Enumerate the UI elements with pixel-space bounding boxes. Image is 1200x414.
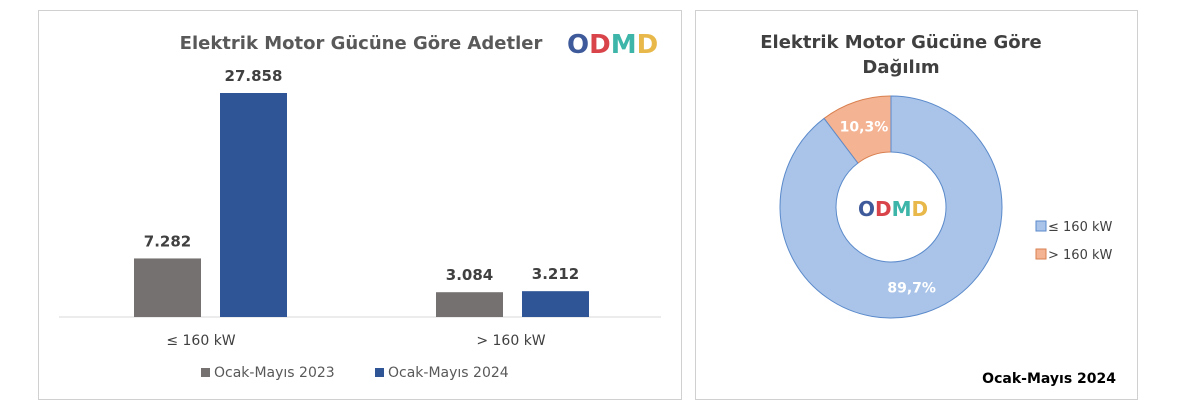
odmd-logo: ODMD xyxy=(858,197,928,221)
donut-title-line2: Dağılım xyxy=(862,57,939,78)
slice-label: 89,7% xyxy=(887,280,936,296)
legend-swatch-2023 xyxy=(201,368,210,377)
legend-label-2024: Ocak-Mayıs 2024 xyxy=(388,365,509,381)
logo-letter: D xyxy=(912,197,929,221)
bar-chart: Elektrik Motor Gücüne Göre Adetler ODMD … xyxy=(59,30,661,381)
legend-label-gt160: > 160 kW xyxy=(1048,248,1112,263)
legend-label-le160: ≤ 160 kW xyxy=(1048,220,1112,235)
category-label: > 160 kW xyxy=(476,333,545,349)
slice-label: 10,3% xyxy=(840,119,889,135)
bar-chart-title: Elektrik Motor Gücüne Göre Adetler xyxy=(180,33,543,54)
logo-letter: D xyxy=(589,30,611,60)
bar xyxy=(220,93,287,317)
logo-letter: D xyxy=(637,30,659,60)
logo-letter: O xyxy=(858,197,875,221)
donut-subtitle: Ocak-Mayıs 2024 xyxy=(982,371,1116,387)
data-label: 3.084 xyxy=(446,266,493,284)
donut-title-line1: Elektrik Motor Gücüne Göre xyxy=(760,32,1042,53)
logo-letter: D xyxy=(875,197,892,221)
legend-label-2023: Ocak-Mayıs 2023 xyxy=(214,365,335,381)
legend-swatch-2024 xyxy=(375,368,384,377)
donut-chart-panel: Elektrik Motor Gücüne Göre Dağılım 10,3%… xyxy=(695,10,1138,400)
category-label: ≤ 160 kW xyxy=(166,333,235,349)
bar xyxy=(436,292,503,317)
donut-slice xyxy=(779,95,1003,319)
bar-chart-panel: Elektrik Motor Gücüne Göre Adetler ODMD … xyxy=(38,10,682,400)
logo-letter: O xyxy=(567,30,589,60)
data-label: 7.282 xyxy=(144,232,191,250)
data-label: 3.212 xyxy=(532,265,579,283)
bar xyxy=(522,291,589,317)
logo-text: ODMD xyxy=(858,197,928,221)
legend-swatch-gt160 xyxy=(1035,248,1047,260)
logo-letter: M xyxy=(892,197,912,221)
logo-text: ODMD xyxy=(567,30,658,60)
data-label: 27.858 xyxy=(225,67,283,85)
bar xyxy=(134,258,201,317)
logo-letter: M xyxy=(611,30,637,60)
odmd-logo: ODMD xyxy=(567,30,658,60)
donut-chart: Elektrik Motor Gücüne Göre Dağılım 10,3%… xyxy=(760,32,1116,387)
legend-swatch-le160 xyxy=(1035,220,1047,232)
